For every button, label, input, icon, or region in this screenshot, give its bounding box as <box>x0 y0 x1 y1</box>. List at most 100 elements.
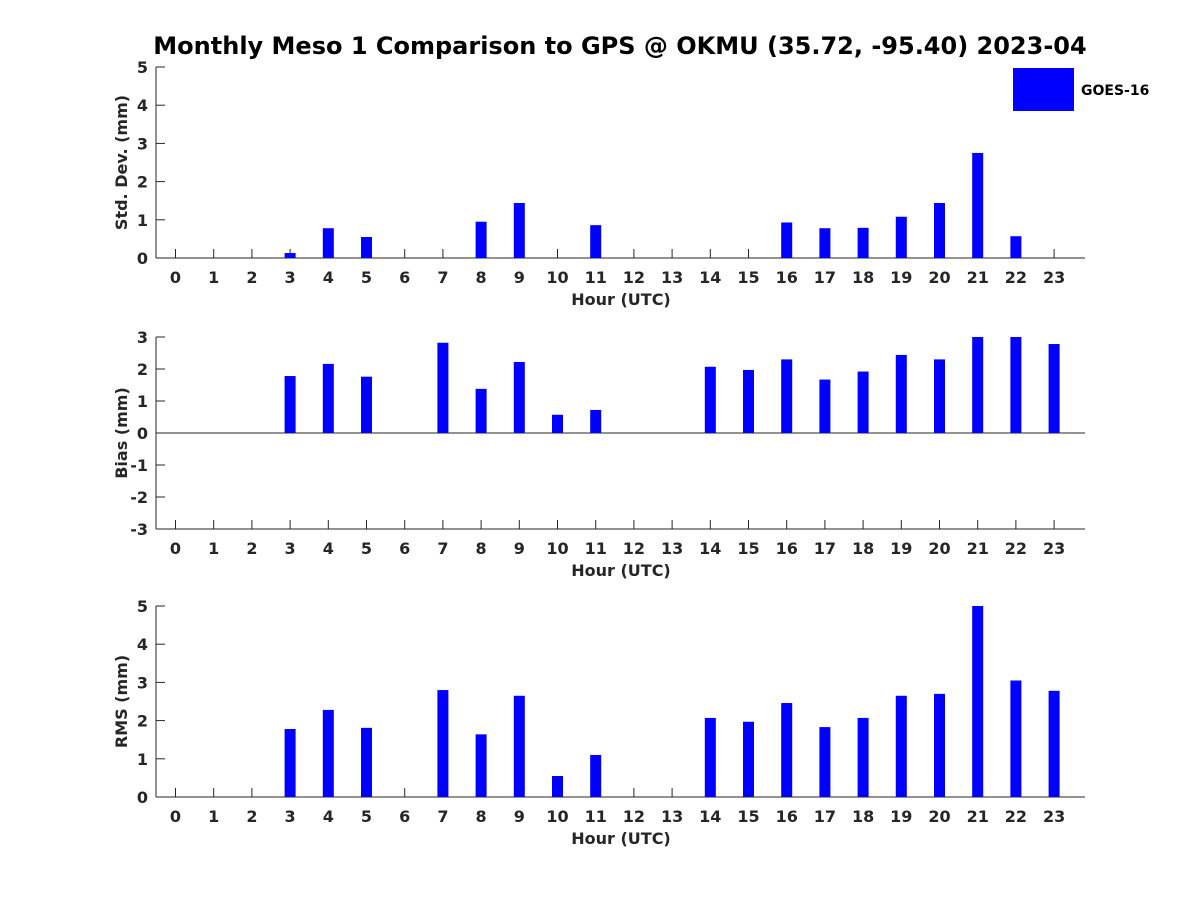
bar-hour-14 <box>704 717 716 797</box>
x-tick-label: 19 <box>890 807 912 826</box>
y-axis-label: RMS (mm) <box>112 655 131 748</box>
x-tick-label: 12 <box>623 807 645 826</box>
x-tick-label: 22 <box>1005 539 1027 558</box>
x-tick-label: 4 <box>323 807 334 826</box>
x-tick-label: 13 <box>661 268 683 287</box>
x-tick-label: 11 <box>585 539 607 558</box>
x-tick-label: 21 <box>967 268 989 287</box>
x-tick-label: 22 <box>1005 268 1027 287</box>
bar-hour-8 <box>475 388 487 433</box>
x-tick-label: 15 <box>737 807 759 826</box>
bar-hour-19 <box>895 695 907 797</box>
x-tick-label: 9 <box>514 539 525 558</box>
bar-hour-4 <box>322 363 334 433</box>
x-tick-label: 21 <box>967 807 989 826</box>
y-axis-label: Bias (mm) <box>112 387 131 479</box>
x-tick-label: 12 <box>623 268 645 287</box>
y-tick-label: 3 <box>137 673 148 692</box>
bar-hour-11 <box>590 754 602 797</box>
x-tick-label: 16 <box>776 268 798 287</box>
x-tick-label: 6 <box>399 807 410 826</box>
x-tick-label: 21 <box>967 539 989 558</box>
x-tick-label: 3 <box>285 539 296 558</box>
bar-hour-22 <box>1010 236 1022 258</box>
bar-hour-18 <box>857 227 869 258</box>
bar-hour-23 <box>1048 344 1060 433</box>
y-axis-label: Std. Dev. (mm) <box>112 95 131 230</box>
legend: GOES-16 <box>1013 68 1149 111</box>
bar-hour-11 <box>590 409 602 433</box>
x-tick-label: 1 <box>208 268 219 287</box>
x-tick-label: 7 <box>437 539 448 558</box>
x-tick-label: 19 <box>890 268 912 287</box>
x-tick-label: 10 <box>546 539 568 558</box>
x-tick-label: 18 <box>852 268 874 287</box>
bar-hour-21 <box>972 337 984 433</box>
x-tick-label: 20 <box>928 268 950 287</box>
x-tick-label: 0 <box>170 807 181 826</box>
bar-hour-16 <box>781 222 793 258</box>
bar-hour-16 <box>781 359 793 433</box>
x-tick-label: 16 <box>776 807 798 826</box>
x-tick-label: 12 <box>623 539 645 558</box>
x-tick-label: 20 <box>928 539 950 558</box>
bar-hour-10 <box>552 414 563 433</box>
y-tick-label: 1 <box>137 211 148 230</box>
bar-hour-14 <box>704 366 716 433</box>
x-tick-label: 23 <box>1043 268 1065 287</box>
x-tick-label: 16 <box>776 539 798 558</box>
x-tick-label: 3 <box>285 268 296 287</box>
x-tick-label: 22 <box>1005 807 1027 826</box>
bar-hour-4 <box>322 228 334 258</box>
y-tick-label: -1 <box>130 456 148 475</box>
x-tick-label: 6 <box>399 268 410 287</box>
x-tick-label: 14 <box>699 807 721 826</box>
bar-hour-17 <box>819 228 831 258</box>
x-tick-label: 15 <box>737 539 759 558</box>
x-tick-label: 14 <box>699 539 721 558</box>
legend-label: GOES-16 <box>1081 83 1149 99</box>
x-tick-label: 7 <box>437 807 448 826</box>
bar-hour-7 <box>437 342 449 433</box>
x-tick-label: 17 <box>814 268 836 287</box>
bar-hour-17 <box>819 727 831 797</box>
x-tick-label: 1 <box>208 807 219 826</box>
y-tick-label: 1 <box>137 750 148 769</box>
x-tick-label: 23 <box>1043 539 1065 558</box>
x-tick-label: 4 <box>323 539 334 558</box>
bar-hour-9 <box>513 202 525 258</box>
x-tick-label: 19 <box>890 539 912 558</box>
bar-hour-5 <box>361 376 372 433</box>
x-tick-label: 10 <box>546 807 568 826</box>
x-tick-label: 6 <box>399 539 410 558</box>
bar-hour-10 <box>552 775 563 797</box>
bar-hour-11 <box>590 225 602 258</box>
x-tick-label: 17 <box>814 807 836 826</box>
y-tick-label: 2 <box>137 173 148 192</box>
x-tick-label: 13 <box>661 807 683 826</box>
bar-hour-23 <box>1048 690 1060 797</box>
x-tick-label: 17 <box>814 539 836 558</box>
x-tick-label: 0 <box>170 268 181 287</box>
x-tick-label: 5 <box>361 539 372 558</box>
x-tick-label: 7 <box>437 268 448 287</box>
bar-hour-5 <box>361 236 372 258</box>
bar-hour-8 <box>475 734 487 797</box>
x-tick-label: 11 <box>585 268 607 287</box>
bar-hour-8 <box>475 221 487 258</box>
y-tick-label: 4 <box>137 96 148 115</box>
y-tick-label: 3 <box>137 134 148 153</box>
x-tick-label: 20 <box>928 807 950 826</box>
bar-hour-3 <box>284 253 296 258</box>
x-tick-label: 3 <box>285 807 296 826</box>
bar-hour-3 <box>284 376 296 433</box>
x-tick-label: 8 <box>476 807 487 826</box>
bar-hour-17 <box>819 379 831 433</box>
y-tick-label: 2 <box>137 360 148 379</box>
y-tick-label: 3 <box>137 328 148 347</box>
bar-hour-15 <box>743 721 754 797</box>
y-tick-label: 4 <box>137 635 148 654</box>
